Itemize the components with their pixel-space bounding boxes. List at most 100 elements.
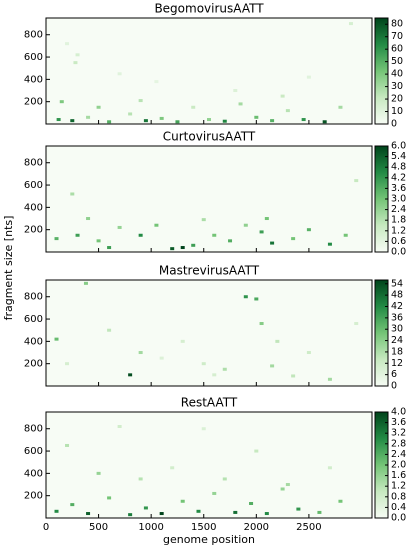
heat-cell (343, 233, 348, 237)
colorbar-tick-label: 42 (391, 301, 403, 312)
y-tick-label: 200 (24, 225, 43, 236)
heat-cell (170, 466, 175, 470)
plot-frame (45, 279, 373, 387)
heat-cell (322, 120, 327, 124)
heat-cell (180, 246, 185, 250)
heat-cell (207, 118, 211, 122)
plot-frame (45, 145, 373, 253)
heat-cell (280, 94, 285, 98)
heat-cell (212, 373, 217, 377)
heat-cell (86, 512, 91, 516)
colorbar-tick-label: 3.2 (391, 428, 406, 439)
plot-frame (45, 17, 373, 125)
colorbar-tick-label: 30 (391, 81, 403, 92)
heat-cell (96, 105, 101, 109)
panel-title: BegomovirusAATT (154, 2, 264, 16)
heat-cell (73, 61, 78, 65)
x-tick-label: 2000 (244, 522, 269, 533)
heat-cell (70, 119, 75, 123)
heat-cell (264, 217, 269, 221)
heat-cell (249, 501, 254, 505)
heat-cell (201, 362, 206, 366)
colorbar-tick-label: 36 (391, 312, 403, 323)
heat-cell (222, 477, 227, 481)
heat-cell (54, 337, 59, 341)
colorbar-tick-label: 0.6 (391, 236, 406, 247)
heat-cell (201, 218, 206, 222)
colorbar-tick-label: 24 (391, 335, 403, 346)
heat-cell (159, 356, 164, 360)
heat-cell (138, 477, 143, 481)
heat-cell (306, 351, 311, 355)
heat-cell (70, 192, 75, 196)
heat-cell (233, 89, 238, 93)
heat-cell (175, 120, 180, 124)
y-tick-label: 600 (24, 52, 43, 63)
panel-title: RestAATT (181, 396, 238, 410)
heat-cell (228, 239, 233, 243)
heat-cell (233, 510, 238, 514)
colorbar-tick-label: 6 (391, 369, 397, 380)
colorbar-tick-label: 1.6 (391, 470, 406, 481)
plot-area (46, 412, 372, 518)
colorbar-tick-label: 1.2 (391, 481, 406, 492)
panel-title: CurtovirusAATT (163, 130, 256, 144)
colorbar-tick-label: 3.6 (391, 417, 406, 428)
heat-cell (159, 512, 164, 516)
heat-cell (222, 119, 227, 123)
x-tick-label: 2500 (296, 522, 321, 533)
heat-cell (138, 233, 143, 237)
heat-cell (54, 237, 59, 241)
colorbar-tick-label: 50 (391, 56, 403, 67)
heat-cell (212, 491, 217, 495)
heat-cell (254, 115, 259, 119)
colorbar-tick-label: 4.2 (391, 172, 406, 183)
x-tick-label: 0 (43, 522, 49, 533)
colorbar-tick-label: 18 (391, 346, 403, 357)
x-tick-label: 1000 (138, 522, 163, 533)
heat-cell (291, 237, 296, 241)
colorbar-tick-label: 48 (391, 290, 403, 301)
heat-cell (285, 109, 290, 113)
heat-cell (191, 243, 196, 247)
heat-cell (180, 339, 185, 343)
heat-cell (117, 72, 122, 76)
heat-cell (296, 507, 301, 511)
colorbar-tick-label: 4.0 (391, 407, 406, 418)
heat-cell (212, 233, 217, 237)
colorbar-tick-label: 0.0 (391, 513, 406, 524)
heat-cell (86, 217, 91, 221)
heat-cell (75, 233, 80, 237)
heat-cell (254, 297, 259, 301)
colorbar-tick-label: 3.6 (391, 183, 406, 194)
heat-cell (238, 102, 243, 106)
colorbar-tick-label: 4.8 (391, 162, 406, 173)
heat-cell (285, 483, 290, 487)
colorbar-tick-label: 2.4 (391, 449, 406, 460)
y-tick-label: 800 (24, 158, 43, 169)
heat-cell (138, 351, 143, 355)
heat-cell (306, 228, 311, 232)
panel-title: MastrevirusAATT (159, 264, 260, 278)
colorbar-tick-label: 0 (391, 119, 397, 130)
y-tick-label: 200 (24, 359, 43, 370)
y-tick-label: 400 (24, 468, 43, 479)
colorbar-tick-label: 5.4 (391, 151, 406, 162)
y-tick-label: 400 (24, 202, 43, 213)
heat-cell (70, 503, 75, 507)
heat-cell (170, 247, 175, 251)
y-tick-label: 400 (24, 74, 43, 85)
y-tick-label: 400 (24, 336, 43, 347)
heat-cell (275, 339, 280, 343)
heat-cell (291, 374, 296, 378)
y-tick-label: 800 (24, 424, 43, 435)
heat-cell (327, 377, 332, 381)
heat-cell (354, 322, 359, 326)
heat-cell (254, 449, 259, 453)
heat-cell (56, 118, 61, 122)
heat-cell (86, 115, 91, 119)
plot-area (46, 18, 372, 124)
heat-cell (201, 427, 206, 431)
heat-cell (270, 364, 275, 368)
